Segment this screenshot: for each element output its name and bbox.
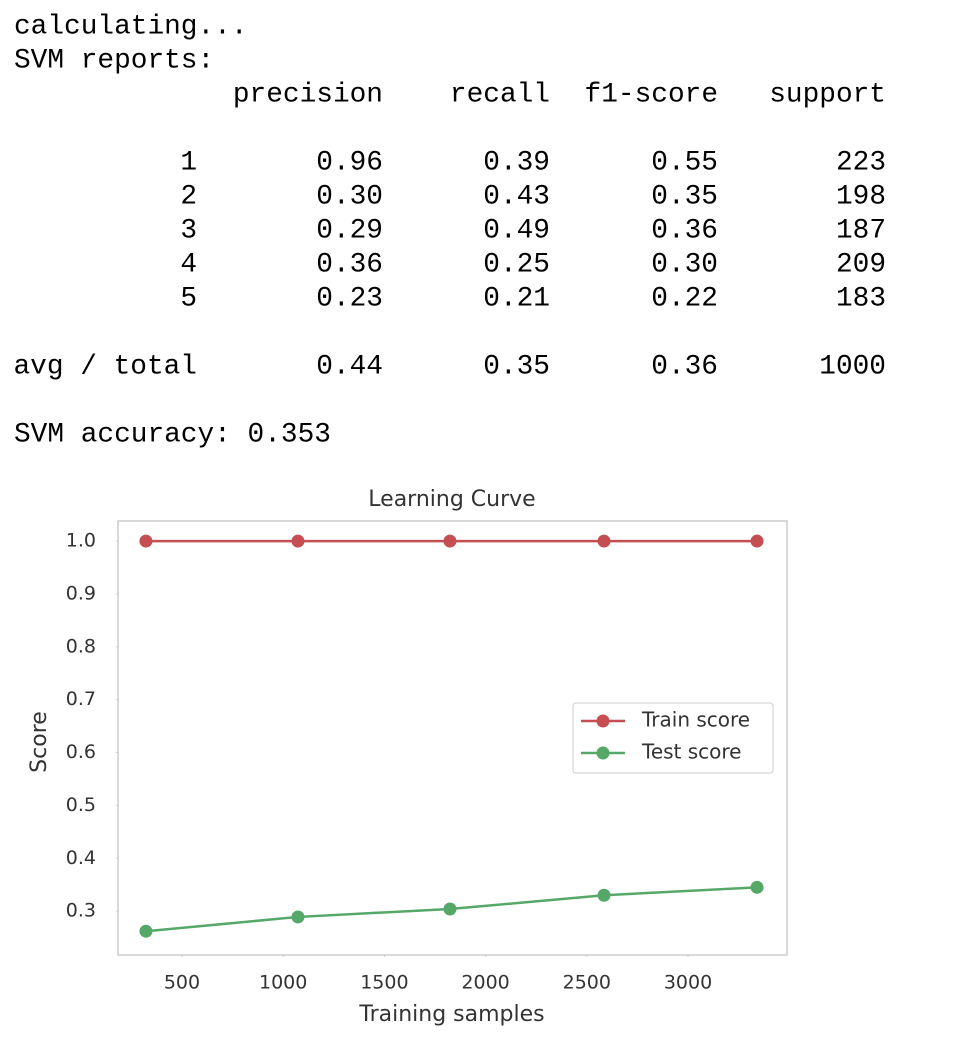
table-cell: 0.25 [483,249,550,280]
table-cell: 0.35 [483,351,550,382]
point [443,902,457,916]
table-header: support [769,79,886,110]
table-cell: 0.96 [316,147,383,178]
table-cell: 0.55 [651,147,718,178]
y-tick-label: 0.3 [66,900,96,922]
x-tick-label: 1500 [360,972,408,994]
table-cell: 0.36 [316,249,383,280]
legend-label: Train score [641,708,750,732]
table-cell: 0.36 [651,351,718,382]
table-cell: 187 [836,215,886,246]
table-cell: 0.39 [483,147,550,178]
table-header: f1-score [585,79,718,110]
point [597,888,611,902]
chart-title: Learning Curve [368,487,535,512]
point [750,880,764,894]
output-line: SVM reports: [14,45,214,76]
y-axis-label: Score [27,711,52,773]
x-tick-label: 1000 [259,972,307,994]
point [443,534,457,548]
table-cell: 209 [836,249,886,280]
table-cell: 0.49 [483,215,550,246]
table-cell: 0.35 [651,181,718,212]
table-cell: 0.22 [651,283,718,314]
table-cell: 5 [180,283,197,314]
point [139,924,153,938]
legend-label: Test score [641,740,741,764]
table-header: recall [450,79,550,110]
table-cell: 0.21 [483,283,550,314]
table-cell: 0.23 [316,283,383,314]
table-cell: 0.29 [316,215,383,246]
point [750,534,764,548]
table-cell: 223 [836,147,886,178]
table-cell: 1000 [819,351,886,382]
y-tick-label: 1.0 [66,530,96,552]
x-tick-label: 2000 [461,972,509,994]
point [291,910,305,924]
y-tick-label: 0.4 [66,847,96,869]
table-cell: 0.30 [316,181,383,212]
table-cell: 1 [180,147,197,178]
output-line: calculating... [14,11,248,42]
y-tick-label: 0.5 [66,794,96,816]
point [291,534,305,548]
point [597,534,611,548]
x-tick-label: 2500 [563,972,611,994]
table-cell: 198 [836,181,886,212]
table-cell: 0.43 [483,181,550,212]
y-tick-label: 0.9 [66,582,96,604]
accuracy-line: SVM accuracy: 0.353 [14,419,331,450]
table-header: precision [233,79,383,110]
y-tick-label: 0.8 [66,635,96,657]
point [139,534,153,548]
table-cell: 3 [180,215,197,246]
table-cell: avg / total [14,351,198,382]
table-cell: 0.36 [651,215,718,246]
x-axis-label: Training samples [358,1002,544,1027]
table-cell: 4 [180,249,197,280]
table-cell: 0.44 [316,351,383,382]
legend-marker [596,746,610,760]
legend-marker [596,714,610,728]
y-tick-label: 0.6 [66,741,96,763]
table-cell: 183 [836,283,886,314]
y-tick-label: 0.7 [66,688,96,710]
x-tick-label: 500 [164,972,200,994]
table-cell: 2 [180,181,197,212]
table-cell: 0.30 [651,249,718,280]
plot-frame [117,520,788,956]
x-tick-label: 3000 [664,972,712,994]
